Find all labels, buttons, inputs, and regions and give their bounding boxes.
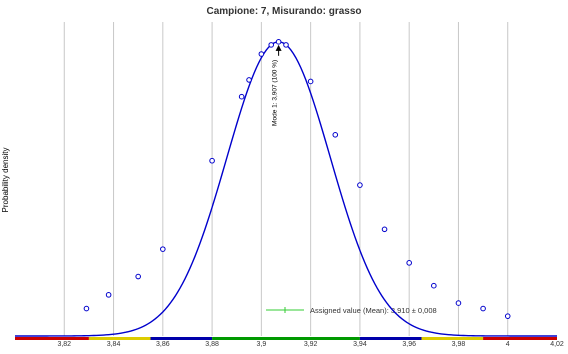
zone-segment-0	[15, 337, 89, 340]
data-point-2	[135, 273, 141, 280]
legend: Assigned value (Mean): 3,910 ± 0,008	[266, 306, 437, 315]
x-tick-label: 3,84	[107, 341, 121, 348]
x-tick-label: 3,88	[205, 341, 219, 348]
data-point-7	[258, 51, 265, 57]
data-point-12	[332, 131, 339, 138]
data-point-9	[275, 39, 282, 45]
data-point-13	[357, 182, 363, 188]
x-tick-label: 4	[506, 341, 510, 348]
x-tick-label: 3,9	[256, 341, 266, 348]
data-point-14	[381, 226, 388, 233]
zone-segment-1	[88, 337, 151, 340]
zone-segment-5	[421, 337, 484, 340]
y-axis-label: Probability density	[1, 148, 10, 213]
data-point-15	[406, 260, 412, 266]
data-point-5	[238, 93, 245, 100]
density-curve	[15, 41, 557, 337]
zone-segment-6	[483, 337, 557, 340]
data-point-0	[83, 305, 90, 312]
legend-label: Assigned value (Mean): 3,910 ± 0,008	[310, 306, 437, 315]
annotations: Mode 1: 3,907 (100 %)	[272, 44, 282, 126]
data-point-8	[268, 42, 275, 48]
mode-arrow-icon	[275, 44, 282, 51]
x-tick-label: 3,92	[304, 341, 318, 348]
data-point-3	[160, 246, 166, 252]
data-point-19	[504, 313, 511, 319]
data-point-16	[431, 282, 437, 289]
zone-segment-4	[359, 337, 422, 340]
x-tick-label: 3,98	[452, 341, 466, 348]
x-tick-label: 3,86	[156, 341, 170, 348]
data-point-1	[105, 292, 112, 298]
data-point-4	[209, 157, 215, 164]
x-tick-labels: 3,82 3,84 3,86 3,88 3,9 3,92 3,94 3,96 3,98 4 4,02	[57, 341, 563, 348]
data-point-11	[307, 78, 314, 85]
x-tick-label: 3,82	[57, 341, 71, 348]
data-point-10	[283, 42, 289, 48]
zone-bar	[15, 337, 557, 340]
data-points	[83, 39, 511, 319]
density-curve-layer	[15, 41, 557, 337]
zone-segment-2	[150, 337, 213, 340]
x-tick-label: 3,96	[402, 341, 416, 348]
data-point-18	[480, 305, 486, 312]
data-point-6	[246, 77, 252, 83]
mode-annotation-text: Mode 1: 3,907 (100 %)	[272, 60, 279, 126]
x-tick-label: 4,02	[550, 341, 564, 348]
chart-title: Campione: 7, Misurando: grasso	[206, 6, 361, 17]
x-tick-label: 3,94	[353, 341, 367, 348]
data-point-17	[455, 300, 462, 306]
zone-segment-3	[212, 337, 360, 340]
grid-layer	[63, 22, 509, 336]
